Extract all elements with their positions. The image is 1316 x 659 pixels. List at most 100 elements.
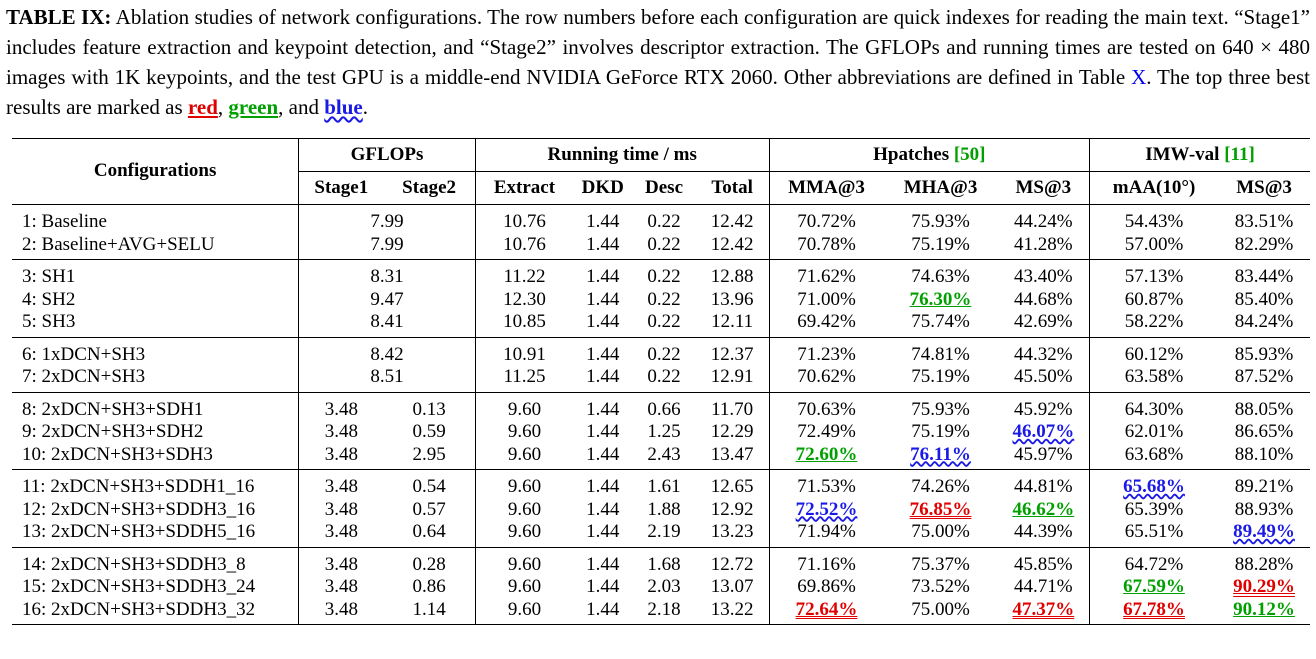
extract-cell: 11.25 [475, 366, 574, 393]
dkd-cell: 1.44 [586, 398, 620, 420]
total-cell: 12.92 [695, 498, 770, 521]
stage1-cell: 3.48 [324, 553, 358, 575]
maa10-cell: 64.30% [1124, 398, 1184, 420]
highlight-rank-1: 47.37% [1012, 598, 1075, 620]
config-cell: 16: 2xDCN+SH3+SDDH3_32 [12, 598, 300, 625]
stage2-cell: 2.95 [383, 443, 476, 470]
table-row: 4: SH2 9.47 12.30 1.44 0.22 13.96 71.00% 76.30%… [12, 288, 1310, 311]
row-group: 3: SH1 8.31 11.22 1.44 0.22 12.88 71.62% 74.63%… [12, 259, 1310, 338]
total-cell: 12.91 [695, 366, 770, 393]
desc-cell: 1.88 [647, 498, 681, 520]
mma3-cell: 69.86% [797, 576, 856, 597]
subheader-mha3: MHA@3 [883, 171, 998, 205]
gflops-merged-cell: 9.47 [298, 288, 476, 311]
stage1-cell: 3.48 [298, 443, 384, 470]
highlight-rank-3: 89.49% [1233, 521, 1295, 542]
dkd-cell: 1.44 [586, 266, 620, 287]
desc-cell: 0.22 [647, 211, 681, 232]
mma3-cell: 70.72% [797, 211, 856, 232]
config-cell: 10: 2xDCN+SH3+SDH3 [12, 443, 300, 470]
stage2-cell: 0.86 [383, 576, 476, 599]
highlight-rank-2: 67.59% [1123, 576, 1185, 597]
mma3-cell: 72.60% [769, 443, 884, 470]
highlight-rank-2: 72.60% [795, 443, 858, 465]
maa10-cell: 60.12% [1124, 343, 1184, 365]
mma3-cell: 72.52% [769, 499, 883, 522]
table-ref-link[interactable]: X [1131, 65, 1147, 89]
mha3-cell: 75.93% [911, 398, 970, 420]
imw-ms3-cell: 89.49% [1218, 521, 1310, 548]
mha3-cell: 76.85% [883, 499, 997, 522]
extract-cell: 9.60 [507, 398, 542, 420]
table-row: 2: Baseline+AVG+SELU 7.99 10.76 1.44 0.22 12.… [12, 233, 1310, 260]
highlight-rank-1: 90.29% [1233, 576, 1295, 597]
subheader-mma3: MMA@3 [769, 171, 884, 205]
maa10-cell: 63.68% [1089, 443, 1219, 470]
stage1-cell: 3.48 [324, 398, 358, 420]
row-group: 11: 2xDCN+SH3+SDDH1_16 3.48 0.54 9.60 1.44 1.… [12, 469, 1310, 548]
ms3-cell: 41.28% [997, 233, 1090, 260]
highlight-rank-3: 65.68% [1123, 476, 1185, 497]
ms3-cell: 45.50% [997, 366, 1090, 393]
desc-cell: 0.22 [647, 288, 681, 310]
table-row: 12: 2xDCN+SH3+SDDH3_16 3.48 0.57 9.60 1.44 1.… [12, 498, 1310, 522]
subheader-extract: Extract [475, 171, 574, 205]
subheader-stage1: Stage1 [298, 171, 384, 205]
highlight-rank-3: 72.52% [795, 498, 858, 520]
desc-cell: 2.19 [632, 521, 696, 548]
mma3-cell: 72.64% [769, 598, 884, 625]
table-row: 8: 2xDCN+SH3+SDH1 3.48 0.13 9.60 1.44 0.66 11.… [12, 392, 1310, 421]
ms3-cell: 45.97% [997, 443, 1090, 470]
legend-blue: blue [324, 95, 363, 119]
extract-cell: 9.60 [507, 553, 542, 575]
imw-ms3-cell: 83.51% [1234, 211, 1294, 232]
subheader-desc: Desc [632, 171, 696, 205]
stage1-cell: 3.48 [324, 421, 358, 442]
ms3-cell: 42.69% [997, 311, 1090, 338]
dkd-cell: 1.44 [586, 421, 620, 442]
desc-cell: 0.22 [632, 311, 696, 338]
ms3-cell: 44.32% [997, 337, 1090, 366]
imw-citation[interactable]: [11] [1224, 143, 1255, 165]
gflops-merged-cell: 8.51 [298, 366, 476, 393]
mma3-cell: 70.78% [769, 233, 884, 260]
dkd-cell: 1.44 [586, 476, 620, 497]
dkd-cell: 1.44 [573, 443, 633, 470]
dkd-cell: 1.44 [586, 498, 620, 520]
hpatches-citation[interactable]: [50] [953, 143, 986, 165]
mha3-cell: 75.19% [883, 366, 998, 393]
stage1-cell: 3.48 [324, 576, 358, 597]
desc-cell: 0.22 [647, 266, 681, 287]
gflops-merged-cell: 7.99 [298, 204, 476, 234]
imw-ms3-cell: 83.44% [1234, 266, 1294, 287]
extract-cell: 9.60 [475, 598, 574, 625]
mma3-cell: 71.00% [797, 288, 856, 310]
dkd-cell: 1.44 [573, 598, 633, 625]
gflops-merged-cell: 8.31 [298, 259, 476, 289]
mha3-cell: 75.37% [911, 553, 970, 575]
table-row: 9: 2xDCN+SH3+SDH2 3.48 0.59 9.60 1.44 1.25 12.… [12, 421, 1310, 444]
mha3-cell: 75.74% [883, 311, 998, 338]
ms3-cell: 44.24% [997, 204, 1090, 234]
extract-cell: 10.91 [503, 343, 546, 365]
mha3-cell: 74.26% [911, 476, 970, 497]
ms3-cell: 46.07% [997, 421, 1090, 444]
mha3-cell: 76.11% [883, 443, 998, 470]
imw-ms3-cell: 88.05% [1234, 398, 1294, 420]
legend-red: red [187, 95, 218, 119]
caption-sep-1: , [217, 95, 229, 119]
extract-cell: 10.76 [503, 211, 546, 232]
ms3-cell: 47.37% [997, 598, 1090, 625]
maa10-cell: 57.13% [1124, 266, 1184, 287]
config-cell: 4: SH2 [12, 288, 300, 311]
stage1-cell: 3.48 [298, 521, 384, 548]
dkd-cell: 1.44 [573, 366, 633, 393]
extract-cell: 10.76 [475, 233, 574, 260]
maa10-cell: 57.00% [1089, 233, 1219, 260]
legend-green: green [228, 95, 279, 119]
maa10-cell: 54.43% [1124, 211, 1184, 232]
subheader-imw-ms3: MS@3 [1218, 171, 1310, 205]
desc-cell: 1.68 [647, 553, 681, 575]
header-hpatches-label: Hpatches [873, 143, 954, 165]
total-cell: 12.72 [695, 547, 770, 576]
